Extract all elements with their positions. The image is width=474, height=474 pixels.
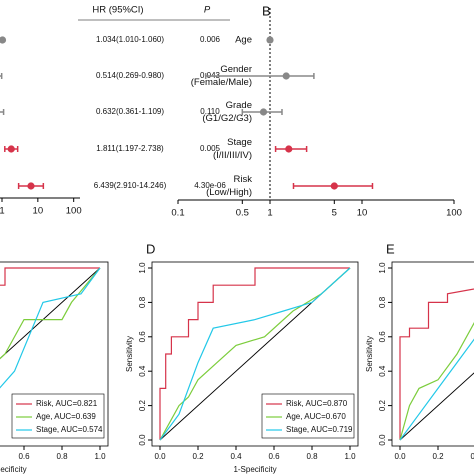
x-tick-label: 1 — [267, 208, 272, 219]
x-tick-label: 1.0 — [344, 452, 356, 461]
hr-label: 0.514(0.269-0.980) — [96, 71, 164, 80]
x-tick-label: 0.0 — [394, 452, 406, 461]
x-tick-label: 100 — [446, 208, 462, 219]
x-tick-label: 0.8 — [306, 452, 318, 461]
y-tick-label: 0.4 — [138, 365, 147, 377]
y-tick-label: 0.2 — [378, 399, 387, 411]
x-axis-title: 1-Specificity — [0, 465, 27, 474]
diagonal — [399, 372, 474, 441]
x-tick-label: 1.0 — [94, 452, 106, 461]
x-tick-label: 0.8 — [56, 452, 68, 461]
x-tick-label: 0.6 — [18, 452, 30, 461]
row-label: Risk — [234, 174, 253, 185]
row-label: (G1/G2/G3) — [202, 113, 252, 124]
x-tick-label: 100 — [66, 206, 82, 217]
x-tick-label: 0.5 — [236, 208, 249, 219]
row-label: (I/II/III/IV) — [213, 150, 252, 161]
column-header: HR (95%CI) — [92, 5, 143, 16]
hr-point — [282, 72, 290, 80]
x-tick-label: 10 — [33, 206, 44, 217]
plot-frame — [391, 261, 474, 447]
y-tick-label: 0.2 — [138, 399, 147, 411]
p-label: 4.30e-06 — [194, 181, 226, 190]
legend-label: Age, AUC=0.639 — [36, 412, 96, 421]
legend-box — [11, 393, 105, 439]
roc-curve — [399, 338, 474, 441]
row-label: Stage — [227, 137, 252, 148]
hr-label: 1.811(1.197-2.738) — [96, 144, 164, 153]
hr-point — [27, 182, 35, 190]
y-tick-label: 0.0 — [138, 434, 147, 446]
legend-label: Stage, AUC=0.574 — [36, 425, 103, 434]
row-label: (Female/Male) — [191, 77, 252, 88]
column-header: P — [204, 5, 211, 16]
roc-curve — [399, 288, 474, 440]
x-tick-label: 0.6 — [268, 452, 280, 461]
y-tick-label: 0.0 — [378, 434, 387, 446]
x-tick-label: 0.2 — [192, 452, 204, 461]
y-tick-label: 0.6 — [138, 331, 147, 343]
y-tick-label: 1.0 — [378, 262, 387, 274]
hr-point — [7, 145, 15, 153]
x-tick-label: 1 — [0, 206, 5, 217]
hr-point — [259, 108, 268, 116]
x-tick-label: 0.2 — [432, 452, 444, 461]
panel-letter: D — [146, 241, 155, 256]
p-label: 0.006 — [200, 35, 221, 44]
x-tick-label: 10 — [357, 208, 368, 219]
hr-point — [266, 36, 274, 44]
y-tick-label: 0.8 — [378, 296, 387, 308]
roc-curve — [0, 267, 101, 389]
legend-box — [261, 393, 355, 439]
panel-letter: E — [386, 241, 395, 256]
roc-curve — [159, 267, 350, 440]
x-axis-title: 1-Specificity — [233, 465, 276, 474]
row-label: Gender — [220, 64, 252, 75]
hr-point — [0, 36, 7, 44]
roc-curve — [0, 267, 100, 286]
hr-label: 1.034(1.010-1.060) — [96, 35, 164, 44]
y-tick-label: 0.6 — [378, 331, 387, 343]
y-axis-title: Sensitivity — [365, 336, 374, 372]
x-tick-label: 0.1 — [171, 208, 184, 219]
row-label: Grade — [226, 100, 252, 111]
roc-curve — [159, 267, 351, 441]
row-label: (Low/High) — [206, 187, 252, 198]
legend-label: Age, AUC=0.670 — [286, 412, 346, 421]
roc-curve — [399, 321, 474, 441]
panel-letter: B — [262, 3, 271, 18]
hr-point — [285, 145, 293, 153]
x-tick-label: 5 — [332, 208, 337, 219]
hr-label: 0.632(0.361-1.109) — [96, 107, 164, 116]
roc-curve — [0, 267, 101, 360]
y-axis-title: Sensitivity — [125, 336, 134, 372]
x-tick-label: 0.0 — [154, 452, 166, 461]
row-label: Age — [235, 35, 252, 46]
legend-label: Risk, AUC=0.821 — [36, 399, 98, 408]
x-tick-label: 0.4 — [470, 452, 474, 461]
y-tick-label: 0.8 — [138, 296, 147, 308]
plot-frame — [0, 261, 109, 447]
p-label: 0.110 — [200, 107, 220, 116]
x-tick-label: 0.4 — [230, 452, 242, 461]
p-label: 0.005 — [200, 144, 221, 153]
plot-frame — [151, 261, 359, 447]
hr-label: 6.439(2.910-14.246) — [94, 181, 167, 190]
legend-label: Stage, AUC=0.719 — [286, 425, 353, 434]
legend-label: Risk, AUC=0.870 — [286, 399, 348, 408]
y-tick-label: 0.4 — [378, 365, 387, 377]
hr-point — [330, 182, 338, 190]
y-tick-label: 1.0 — [138, 262, 147, 274]
